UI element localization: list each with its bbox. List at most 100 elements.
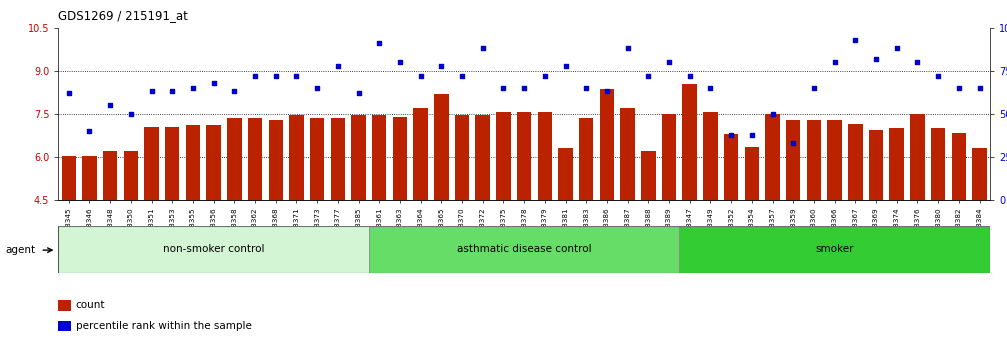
Bar (765, 114, 779, 200)
Point (703, 85, 719, 91)
Bar (206, 125, 221, 200)
Point (288, 73, 304, 79)
Bar (703, 112, 718, 200)
Bar (434, 94, 448, 200)
Bar (496, 112, 511, 200)
Bar (289, 115, 304, 200)
Point (619, 46, 635, 51)
Bar (414, 108, 428, 200)
Point (185, 85, 201, 91)
Bar (393, 117, 407, 200)
Bar (683, 84, 697, 200)
Point (330, 63, 346, 68)
Point (102, 102, 118, 108)
Point (558, 63, 574, 68)
Bar (61, 156, 76, 200)
Bar (680, 226, 990, 273)
Point (806, 85, 822, 91)
Bar (930, 128, 946, 200)
Text: GDS1269 / 215191_at: GDS1269 / 215191_at (58, 9, 188, 22)
Point (309, 85, 325, 91)
Point (454, 73, 470, 79)
Bar (269, 120, 283, 200)
Point (82, 128, 98, 134)
Bar (744, 147, 759, 200)
Point (640, 73, 657, 79)
Bar (848, 124, 863, 200)
Bar (310, 118, 324, 200)
Point (868, 56, 884, 61)
Bar (185, 125, 200, 200)
Point (247, 73, 263, 79)
Bar (372, 115, 387, 200)
Point (951, 85, 967, 91)
Bar (351, 115, 366, 200)
Bar (228, 118, 242, 200)
Point (723, 132, 739, 137)
Text: agent: agent (5, 245, 35, 255)
Point (930, 73, 947, 79)
Point (268, 73, 284, 79)
Bar (600, 89, 614, 200)
Bar (620, 108, 634, 200)
Bar (455, 115, 469, 200)
Point (495, 85, 512, 91)
Bar (786, 120, 801, 200)
Point (661, 59, 677, 65)
Point (392, 59, 408, 65)
Point (413, 73, 429, 79)
Bar (369, 226, 680, 273)
Point (827, 59, 843, 65)
Point (889, 46, 905, 51)
Point (537, 73, 553, 79)
Point (433, 63, 449, 68)
Bar (517, 112, 532, 200)
Bar (807, 120, 821, 200)
Point (372, 40, 388, 46)
Bar (579, 118, 593, 200)
Bar (83, 156, 97, 200)
Bar (973, 148, 987, 200)
Text: asthmatic disease control: asthmatic disease control (457, 244, 591, 254)
Bar (910, 114, 924, 200)
Point (599, 89, 615, 94)
Point (517, 85, 533, 91)
Point (682, 73, 698, 79)
Text: percentile rank within the sample: percentile rank within the sample (76, 321, 252, 331)
Text: count: count (76, 300, 105, 310)
Bar (828, 120, 842, 200)
Bar (475, 115, 490, 200)
Bar (124, 151, 138, 200)
Point (909, 59, 925, 65)
Point (972, 85, 988, 91)
Bar (952, 132, 966, 200)
Bar (889, 128, 904, 200)
Bar (144, 127, 159, 200)
Point (847, 37, 863, 42)
Text: smoker: smoker (816, 244, 854, 254)
Bar (662, 114, 677, 200)
Point (60, 90, 77, 96)
Point (227, 89, 243, 94)
Bar (641, 151, 656, 200)
Point (578, 85, 594, 91)
Point (205, 80, 222, 86)
Point (144, 89, 160, 94)
Point (350, 90, 367, 96)
Bar (869, 130, 883, 200)
Bar (538, 112, 552, 200)
Bar (165, 127, 179, 200)
Bar (103, 151, 118, 200)
Point (744, 132, 760, 137)
Point (164, 89, 180, 94)
Bar (558, 148, 573, 200)
Point (764, 111, 780, 117)
Bar (330, 118, 345, 200)
Text: non-smoker control: non-smoker control (163, 244, 265, 254)
Point (474, 46, 490, 51)
Point (785, 140, 802, 146)
Bar (724, 134, 738, 200)
Bar (58, 226, 369, 273)
Bar (248, 118, 262, 200)
Point (123, 111, 139, 117)
